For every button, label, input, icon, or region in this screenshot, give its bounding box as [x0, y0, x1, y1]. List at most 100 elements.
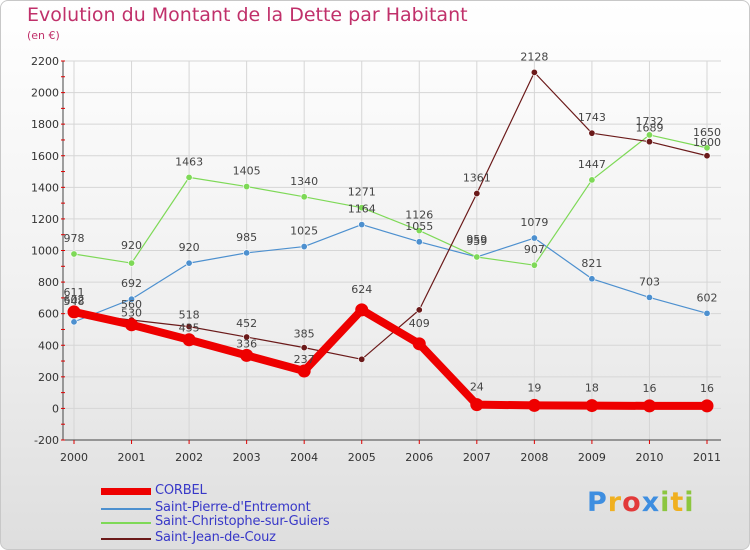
data-label: 1405: [233, 165, 261, 178]
x-tick-label: 2003: [233, 451, 261, 464]
legend-swatch-saint-jean: [101, 538, 151, 540]
data-label: 1055: [405, 220, 433, 233]
data-label: 1689: [635, 122, 663, 135]
data-point: [703, 152, 711, 160]
data-label: 920: [121, 239, 142, 252]
x-tick-label: 2004: [290, 451, 318, 464]
data-point: [585, 399, 599, 413]
x-tick-label: 2001: [118, 451, 146, 464]
y-tick-label: -200: [34, 434, 59, 447]
data-label: 1340: [290, 175, 318, 188]
legend-label: Saint-Pierre-d'Entremont: [155, 500, 311, 515]
series-line-0: [73, 305, 707, 410]
data-label: 16: [642, 382, 656, 395]
y-tick-label: 1400: [31, 181, 59, 194]
data-point: [240, 348, 254, 362]
data-label: 602: [697, 291, 718, 304]
proxiti-logo: Proxiti: [587, 487, 695, 518]
data-point: [470, 398, 484, 412]
y-tick-label: 1200: [31, 213, 59, 226]
data-label: 624: [351, 283, 372, 296]
logo-letter: o: [622, 487, 642, 518]
data-label: 452: [236, 317, 257, 330]
logo-letter: P: [587, 487, 608, 518]
data-point: [645, 131, 653, 139]
data-label: 1025: [290, 225, 318, 238]
data-label: 409: [409, 317, 430, 330]
data-label: 985: [236, 231, 257, 244]
y-tick-label: 200: [38, 371, 59, 384]
data-point: [125, 318, 139, 332]
data-point: [70, 250, 78, 258]
data-point: [182, 333, 196, 347]
series-line-2: [73, 134, 708, 266]
data-label: 18: [585, 382, 599, 395]
data-label: 1463: [175, 155, 203, 168]
legend-swatch-saint-christophe: [101, 522, 151, 524]
x-tick-label: 2011: [693, 451, 721, 464]
logo-letter: x: [641, 487, 661, 518]
x-tick-label: 2008: [520, 451, 548, 464]
y-tick-label: 1600: [31, 150, 59, 163]
x-tick-label: 2005: [348, 451, 376, 464]
logo-letter: i: [684, 487, 695, 518]
data-label: 19: [527, 381, 541, 394]
data-label: 907: [524, 243, 545, 256]
data-point: [527, 398, 541, 412]
data-label: 920: [179, 241, 200, 254]
data-point: [415, 238, 423, 246]
data-point: [588, 176, 596, 184]
legend-item-corbel: CORBEL: [101, 483, 421, 499]
data-label: 978: [64, 232, 85, 245]
legend-label: Saint-Jean-de-Couz: [155, 530, 276, 545]
data-point: [530, 261, 538, 269]
legend-item-saint-christophe: Saint-Christophe-sur-Guiers: [101, 514, 421, 530]
legend-label: CORBEL: [155, 483, 207, 498]
data-point: [297, 364, 311, 378]
y-tick-label: 600: [38, 308, 59, 321]
data-point: [588, 275, 596, 283]
data-label: 24: [470, 381, 484, 394]
data-point: [530, 234, 538, 242]
data-point: [243, 249, 251, 257]
data-label: 692: [121, 277, 142, 290]
data-point: [412, 337, 426, 351]
data-point: [415, 227, 423, 235]
data-point: [128, 259, 136, 267]
data-point: [473, 253, 481, 261]
data-label: 1126: [405, 209, 433, 222]
data-label: 703: [639, 275, 660, 288]
data-label: 237: [294, 353, 315, 366]
y-tick-label: 1800: [31, 118, 59, 131]
data-point: [300, 243, 308, 251]
logo-letter: r: [607, 487, 623, 518]
legend-label: Saint-Christophe-sur-Guiers: [155, 514, 330, 529]
data-point: [300, 344, 308, 352]
data-point: [703, 309, 711, 317]
data-point: [473, 189, 481, 197]
data-label: 336: [236, 337, 257, 350]
data-point: [128, 295, 136, 303]
data-point: [642, 399, 656, 413]
data-point: [645, 293, 653, 301]
data-label: 602: [64, 293, 85, 306]
data-point: [243, 183, 251, 191]
data-point: [645, 138, 653, 146]
data-label: 1164: [348, 203, 376, 216]
x-tick-label: 2009: [578, 451, 606, 464]
y-tick-label: 1000: [31, 245, 59, 258]
data-point: [185, 323, 193, 331]
data-label: 435: [179, 322, 200, 335]
series-line-3: [73, 71, 708, 360]
logo-letter: t: [670, 487, 685, 518]
data-point: [358, 221, 366, 229]
data-point: [358, 204, 366, 212]
data-label: 1079: [520, 216, 548, 229]
data-label: 530: [121, 307, 142, 320]
data-point: [243, 333, 251, 341]
data-label: 1600: [693, 136, 721, 149]
legend-item-saint-pierre: Saint-Pierre-d'Entremont: [101, 500, 421, 516]
chart-title: Evolution du Montant de la Dette par Hab…: [27, 4, 468, 26]
series-line-1: [73, 224, 708, 323]
data-point: [300, 193, 308, 201]
